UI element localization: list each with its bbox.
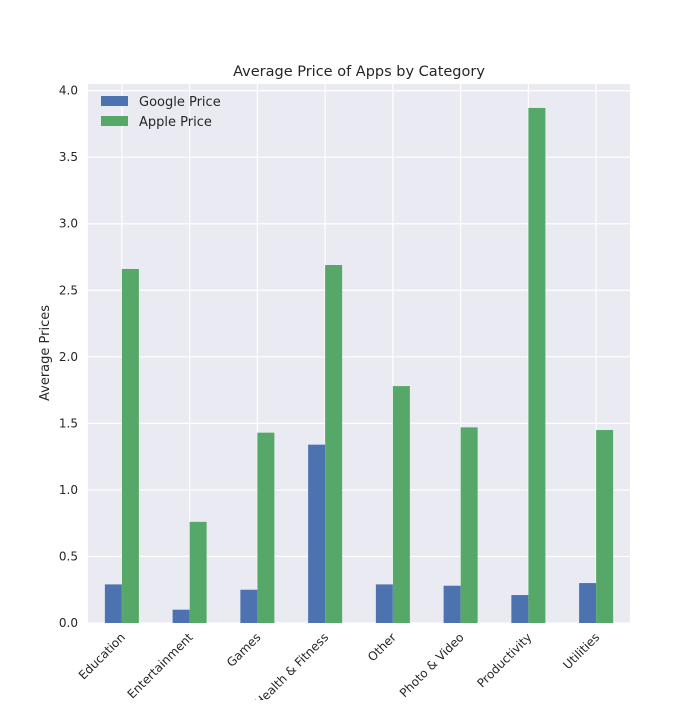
legend-label: Apple Price <box>139 115 212 130</box>
legend-swatch <box>101 96 128 106</box>
y-tick-label: 3.0 <box>59 217 78 231</box>
y-tick-label: 4.0 <box>59 84 78 98</box>
x-tick-label: Other <box>365 630 399 664</box>
y-tick-label: 1.0 <box>59 483 78 497</box>
bar-apple-0 <box>121 268 139 623</box>
y-tick-label: 3.5 <box>59 150 78 164</box>
y-tick-label: 1.5 <box>59 416 78 430</box>
y-axis-label: Average Prices <box>38 305 53 401</box>
bar-google-2 <box>240 589 258 623</box>
bar-apple-7 <box>596 430 614 623</box>
bar-google-4 <box>375 584 393 623</box>
y-tick-label: 2.5 <box>59 283 78 297</box>
bars <box>104 107 614 623</box>
legend: Google Price Apple Price <box>101 95 221 130</box>
legend-label: Google Price <box>139 95 221 110</box>
bar-google-7 <box>579 583 597 623</box>
bar-google-1 <box>172 609 190 623</box>
x-tick-label: Health & Fitness <box>252 630 331 700</box>
chart-title: Average Price of Apps by Category <box>233 64 485 80</box>
bar-apple-6 <box>528 107 546 623</box>
bar-apple-5 <box>460 427 478 623</box>
x-tick-label: Productivity <box>474 630 534 690</box>
bar-apple-4 <box>392 386 410 623</box>
bar-google-6 <box>511 595 529 623</box>
bar-apple-2 <box>257 432 275 623</box>
x-tick-label: Games <box>224 630 264 670</box>
bar-google-5 <box>443 585 461 623</box>
x-tick-label: Education <box>76 630 128 682</box>
bar-apple-1 <box>189 521 207 623</box>
plot-background <box>88 84 630 623</box>
y-tick-label: 2.0 <box>59 350 78 364</box>
bar-apple-3 <box>325 264 343 623</box>
x-tick-label: Photo & Video <box>397 630 467 700</box>
bar-google-3 <box>308 444 326 623</box>
x-tick-label: Entertainment <box>125 630 196 700</box>
bar-google-0 <box>104 584 122 623</box>
x-tick-label: Utilities <box>560 630 602 672</box>
y-tick-label: 0.5 <box>59 549 78 563</box>
legend-swatch <box>101 116 128 126</box>
y-tick-label: 0.0 <box>59 616 78 630</box>
y-axis: 0.0 0.5 1.0 1.5 2.0 2.5 3.0 3.5 4.0 <box>59 84 78 630</box>
